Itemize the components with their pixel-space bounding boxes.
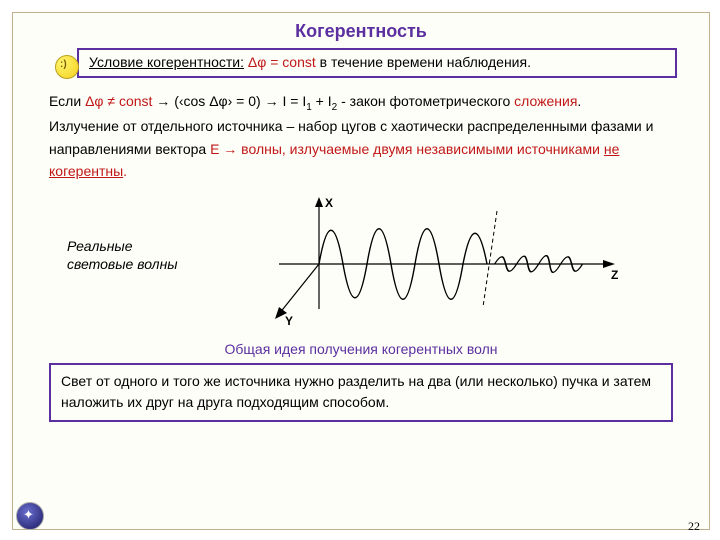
condition-suffix: в течение времени наблюдения.: [316, 54, 531, 70]
condition-box: Условие когерентности: Δφ = const в тече…: [77, 48, 677, 78]
p1-c: → (‹cos Δφ› = 0) → I = I: [152, 93, 306, 109]
main-paragraph: Если Δφ ≠ const → (‹cos Δφ› = 0) → I = I…: [49, 90, 673, 183]
axis-x-label: X: [325, 196, 333, 210]
axis-z-label: Z: [611, 268, 618, 282]
wave-caption: Реальные световые волны: [67, 237, 187, 273]
wave-diagram-row: Реальные световые волны X Z Y: [49, 189, 673, 339]
axis-y-label: Y: [285, 314, 293, 328]
coherent-subheading: Общая идея получения когерентных волн: [13, 341, 709, 357]
idea-box: Свет от одного и того же источника нужно…: [49, 363, 673, 422]
page-title: Когерентность: [13, 21, 709, 42]
logo-icon: [16, 502, 44, 530]
wave-diagram: X Z Y: [229, 189, 629, 339]
p1-a: Если: [49, 93, 85, 109]
slide-frame: Когерентность Условие когерентности: Δφ …: [12, 12, 710, 530]
p1-e: - закон фотометрического: [337, 93, 514, 109]
p2-e: .: [123, 163, 127, 179]
p1-d: + I: [312, 93, 332, 109]
p2-b: Е: [210, 141, 219, 157]
condition-formula: Δφ = const: [248, 54, 316, 70]
p1-z: сложения: [514, 93, 577, 109]
p2-c: → волны, излучаемые двумя независимыми и…: [219, 141, 603, 157]
smiley-icon: [55, 55, 79, 79]
page-number: 22: [688, 519, 700, 534]
condition-prefix: Условие когерентности:: [89, 54, 244, 70]
p1-b: Δφ ≠ const: [85, 93, 152, 109]
p1-f: .: [577, 93, 581, 109]
